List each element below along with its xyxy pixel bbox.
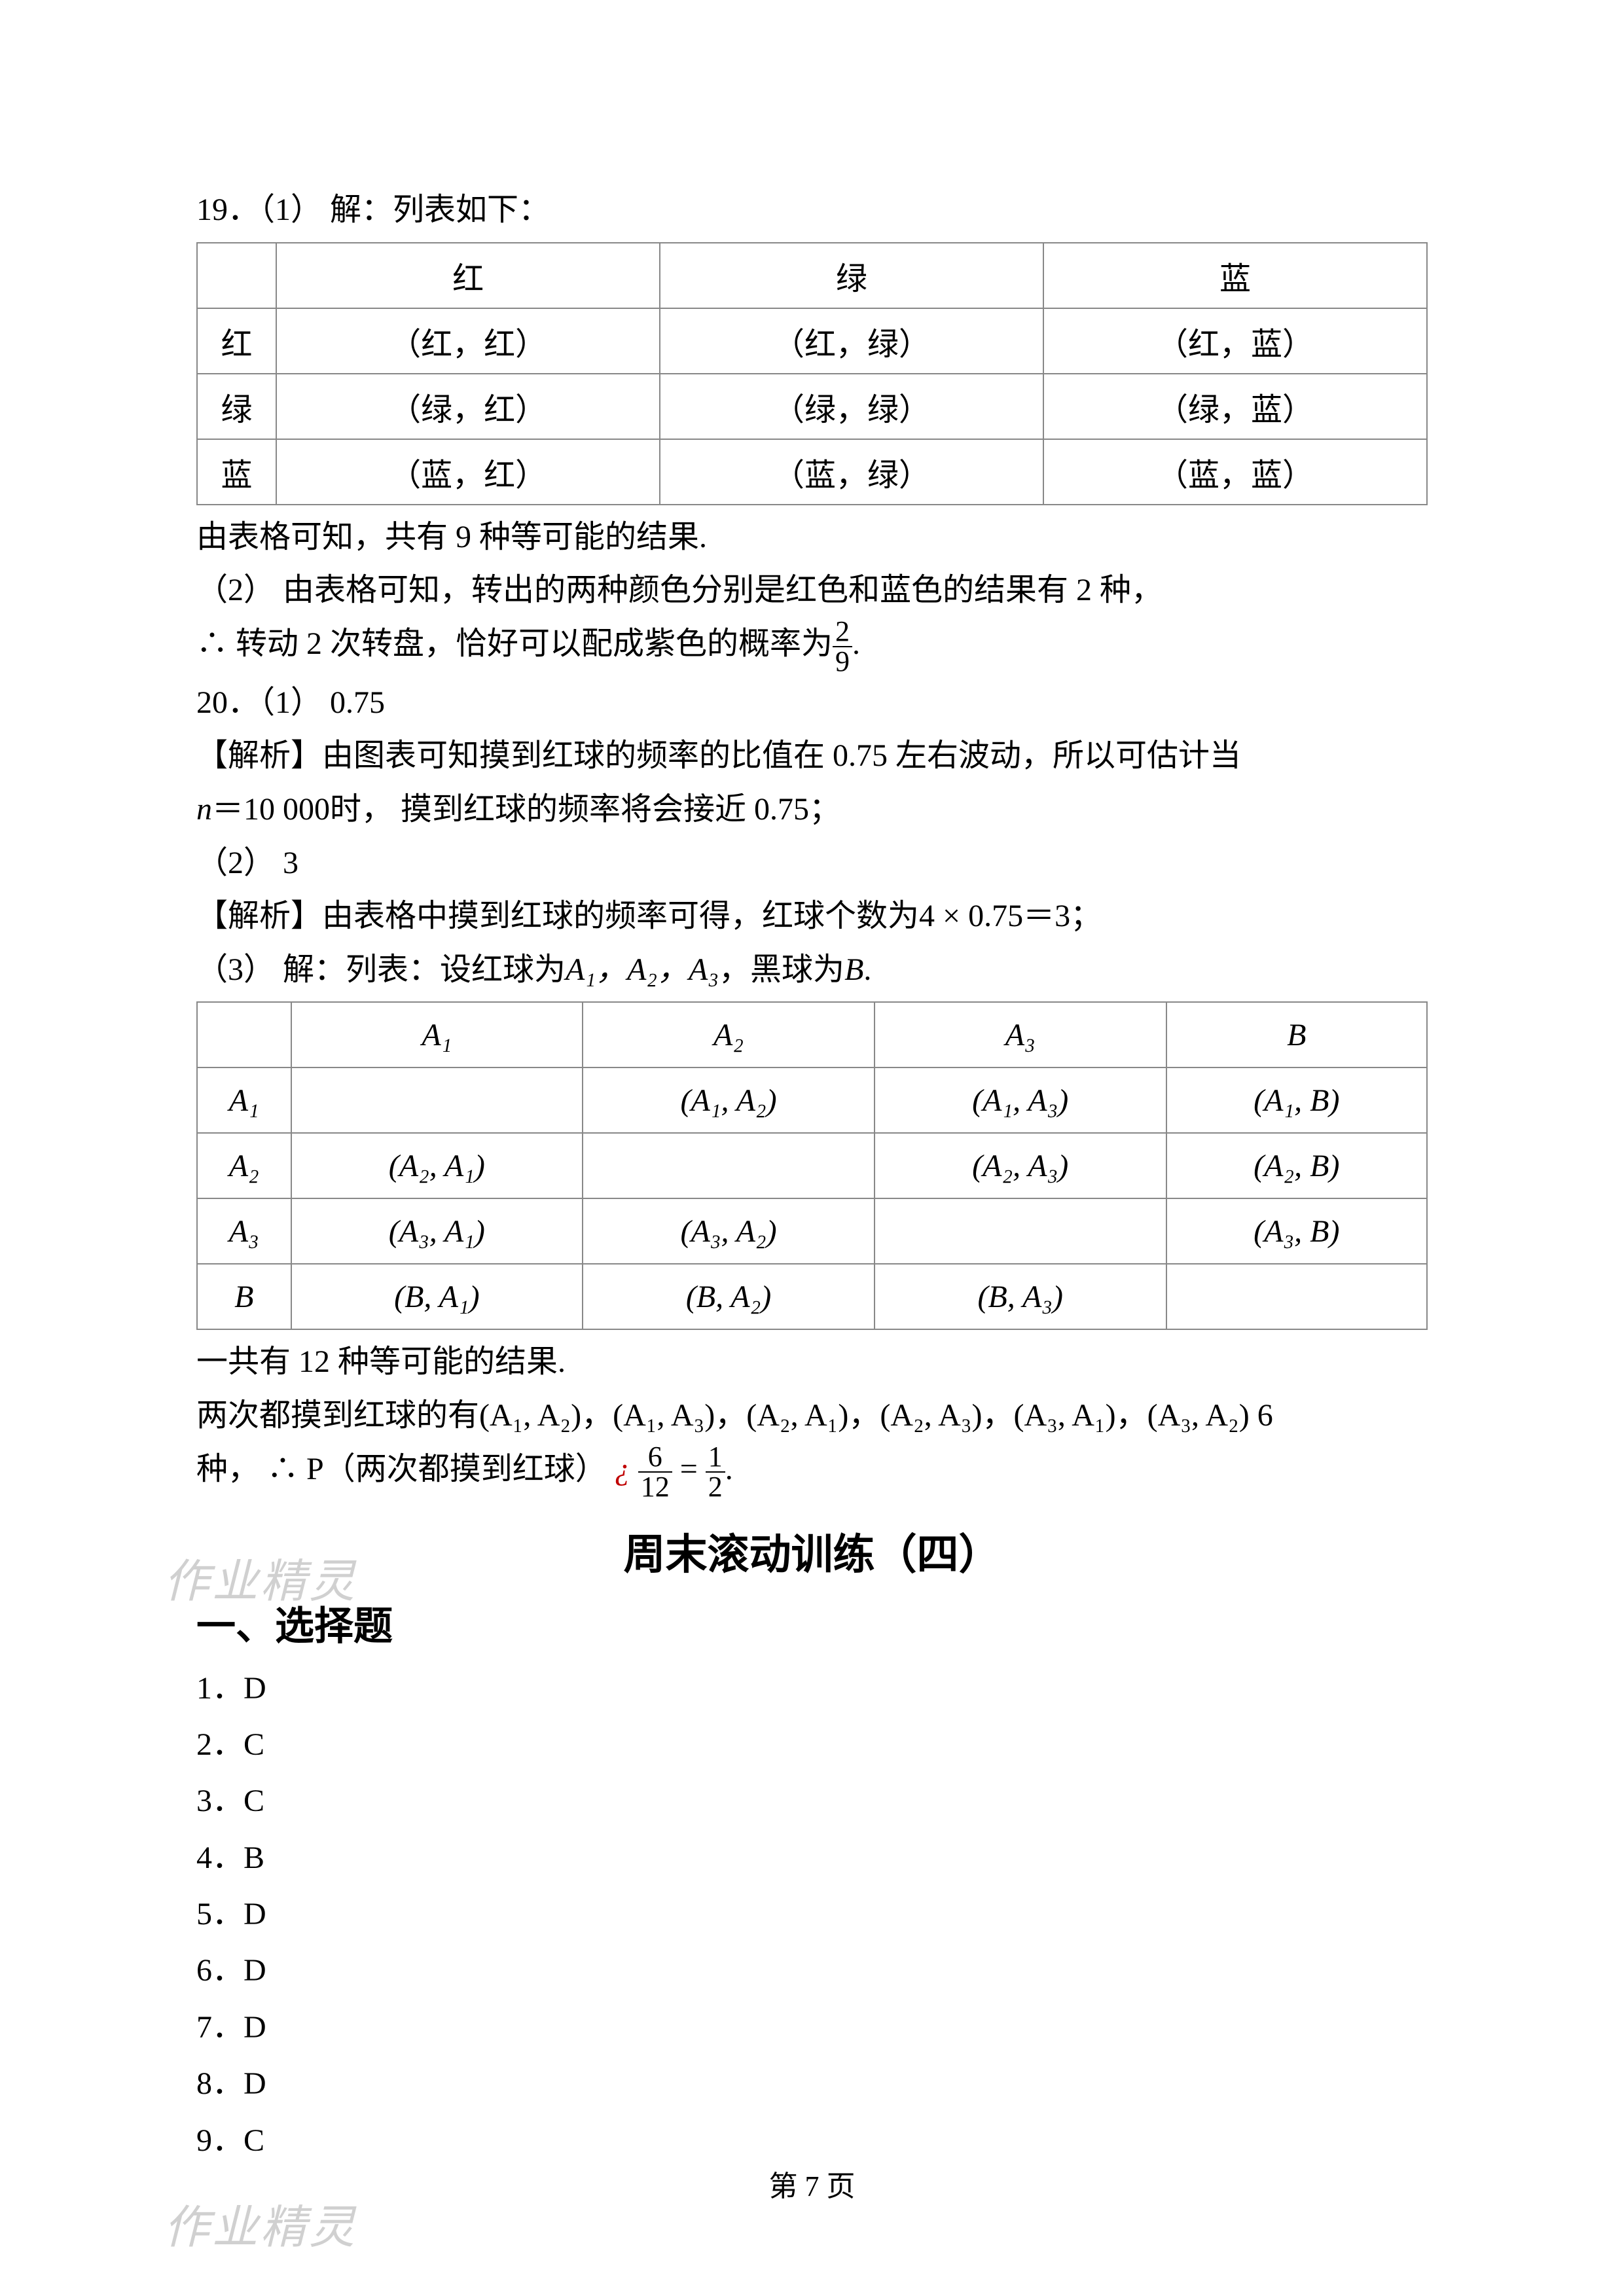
cell <box>291 1067 583 1133</box>
cell: 绿 <box>660 243 1043 308</box>
answer-item: 4．B <box>196 1830 1428 1886</box>
cell: (B, A₃) <box>875 1264 1166 1329</box>
text: ＝10 000时， 摸到红球的频率将会接近 0.75； <box>212 792 840 827</box>
fraction: 29 <box>833 617 852 676</box>
cell: B <box>197 1264 291 1329</box>
page-content: 19．（1） 解：列表如下： 红 绿 蓝 红 （红，红） （红，绿） （红，蓝）… <box>196 183 1428 2169</box>
section-title-1: 一、选择题 <box>196 1594 1428 1651</box>
cell: （红，蓝） <box>1043 308 1427 374</box>
cell: (A₂, A₃) <box>875 1133 1166 1198</box>
table-row: B (B, A₁) (B, A₂) (B, A₃) <box>197 1264 1427 1329</box>
cell: (A₃, A₂) <box>583 1198 875 1264</box>
table-row: 蓝 （蓝，红） （蓝，绿） （蓝，蓝） <box>197 439 1427 505</box>
cell: (A₁, A₃) <box>875 1067 1166 1133</box>
text: . <box>725 1452 733 1486</box>
answer-item: 2．C <box>196 1717 1428 1773</box>
cell: 蓝 <box>1043 243 1427 308</box>
q19-after1: 由表格可知，共有 9 种等可能的结果. <box>196 511 1428 564</box>
text: ，黑球为 <box>719 952 844 987</box>
cell: B <box>1166 1002 1427 1067</box>
cell <box>1166 1264 1427 1329</box>
q20-after2: 两次都摸到红球的有(A₁, A₂)，(A₁, A₃)，(A₂, A₁)，(A₂,… <box>196 1389 1428 1443</box>
cell <box>197 1002 291 1067</box>
q19-after2: （2） 由表格可知，转出的两种颜色分别是红色和蓝色的结果有 2 种， <box>196 564 1428 617</box>
q20-l2: 【解析】由图表可知摸到红球的频率的比值在 0.75 左右波动，所以可估计当 <box>196 729 1428 783</box>
cell: (B, A₂) <box>583 1264 875 1329</box>
cell: A₁ <box>197 1067 291 1133</box>
table-row: A₂ (A₂, A₁) (A₂, A₃) (A₂, B) <box>197 1133 1427 1198</box>
cell <box>197 243 276 308</box>
q20-l6: （3） 解：列表：设红球为A₁，A₂，A₃，黑球为B. <box>196 943 1428 997</box>
cell: (A₃, A₁) <box>291 1198 583 1264</box>
cell: 蓝 <box>197 439 276 505</box>
fraction: 612 <box>638 1443 672 1501</box>
text: （3） 解：列表：设红球为 <box>196 952 566 987</box>
q20-after3: 种， ∴ P（两次都摸到红球） ¿ 612 = 12. <box>196 1443 1428 1501</box>
table-row: A₁ A₂ A₃ B <box>197 1002 1427 1067</box>
answer-item: 9．C <box>196 2113 1428 2169</box>
cell: 绿 <box>197 374 276 439</box>
q19-after3: ∴ 转动 2 次转盘，恰好可以配成紫色的概率为29. <box>196 617 1428 676</box>
cell: A₂ <box>583 1002 875 1067</box>
cell: (A₃, B) <box>1166 1198 1427 1264</box>
cell: 红 <box>197 308 276 374</box>
answer-item: 7．D <box>196 2000 1428 2056</box>
cell: (A₂, B) <box>1166 1133 1427 1198</box>
cell: （蓝，蓝） <box>1043 439 1427 505</box>
cell: (A₁, A₂) <box>583 1067 875 1133</box>
var-B: B <box>844 952 863 987</box>
table-row: 绿 （绿，红） （绿，绿） （绿，蓝） <box>197 374 1427 439</box>
table-row: 红 （红，红） （红，绿） （红，蓝） <box>197 308 1427 374</box>
q19-table: 红 绿 蓝 红 （红，红） （红，绿） （红，蓝） 绿 （绿，红） （绿，绿） … <box>196 242 1428 505</box>
cell: （蓝，绿） <box>660 439 1043 505</box>
page-number: 第 7 页 <box>0 2162 1624 2204</box>
cell: （红，红） <box>276 308 660 374</box>
q19-lead: 19．（1） 解：列表如下： <box>196 183 1428 237</box>
cell: （绿，绿） <box>660 374 1043 439</box>
cell <box>583 1133 875 1198</box>
q20-l3: n＝10 000时， 摸到红球的频率将会接近 0.75； <box>196 783 1428 836</box>
cell: (B, A₁) <box>291 1264 583 1329</box>
q20-l5: 【解析】由表格中摸到红球的频率可得，红球个数为4 × 0.75＝3； <box>196 889 1428 943</box>
var-n: n <box>196 792 212 827</box>
symbol: ¿ <box>615 1452 630 1486</box>
section-title-main: 周末滚动训练（四） <box>196 1521 1428 1581</box>
cell: （红，绿） <box>660 308 1043 374</box>
cell: (A₁, B) <box>1166 1067 1427 1133</box>
answer-list: 1．D 2．C 3．C 4．B 5．D 6．D 7．D 8．D 9．C <box>196 1660 1428 2170</box>
answer-item: 6．D <box>196 1943 1428 1999</box>
table-row: 红 绿 蓝 <box>197 243 1427 308</box>
cell: （绿，红） <box>276 374 660 439</box>
table-row: A₃ (A₃, A₁) (A₃, A₂) (A₃, B) <box>197 1198 1427 1264</box>
cell: A₂ <box>197 1133 291 1198</box>
cell: A₁ <box>291 1002 583 1067</box>
text: A₁，A₂，A₃ <box>566 952 719 987</box>
answer-item: 8．D <box>196 2056 1428 2112</box>
cell: A₃ <box>197 1198 291 1264</box>
equals: = <box>680 1452 698 1486</box>
cell: （蓝，红） <box>276 439 660 505</box>
answer-item: 1．D <box>196 1660 1428 1717</box>
cell: (A₂, A₁) <box>291 1133 583 1198</box>
text: . <box>863 952 871 987</box>
cell <box>875 1198 1166 1264</box>
q20-table: A₁ A₂ A₃ B A₁ (A₁, A₂) (A₁, A₃) (A₁, B) … <box>196 1001 1428 1330</box>
cell: 红 <box>276 243 660 308</box>
text: 种， ∴ P（两次都摸到红球） <box>196 1452 607 1486</box>
q20-after1: 一共有 12 种等可能的结果. <box>196 1335 1428 1389</box>
fraction: 12 <box>706 1443 725 1501</box>
answer-item: 3．C <box>196 1773 1428 1829</box>
text: ∴ 转动 2 次转盘，恰好可以配成紫色的概率为 <box>196 626 833 661</box>
q20-l4: （2） 3 <box>196 836 1428 890</box>
cell: （绿，蓝） <box>1043 374 1427 439</box>
text: . <box>852 626 860 661</box>
answer-item: 5．D <box>196 1886 1428 1943</box>
table-row: A₁ (A₁, A₂) (A₁, A₃) (A₁, B) <box>197 1067 1427 1133</box>
cell: A₃ <box>875 1002 1166 1067</box>
q20-l1: 20．（1） 0.75 <box>196 676 1428 730</box>
